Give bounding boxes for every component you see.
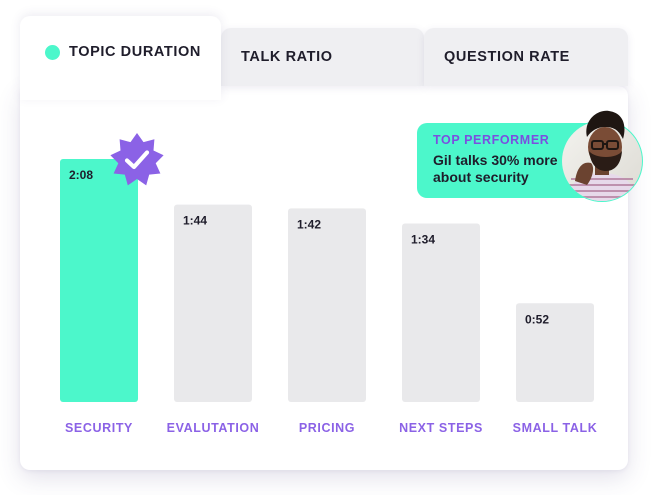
callout-heading: TOP PERFORMER xyxy=(433,133,550,147)
tab-topic-duration[interactable]: TOPIC DURATION xyxy=(20,16,221,100)
callout-text: Gil talks 30% more about security xyxy=(433,152,558,185)
performer-avatar xyxy=(561,110,643,202)
tab-talk-ratio-label: TALK RATIO xyxy=(241,49,333,65)
tab-topic-duration-label: TOPIC DURATION xyxy=(69,44,201,60)
verified-badge-icon xyxy=(110,133,164,186)
tab-talk-ratio[interactable]: TALK RATIO xyxy=(221,28,424,86)
tab-question-rate-label: QUESTION RATE xyxy=(444,49,570,65)
active-dot-icon xyxy=(45,45,60,60)
tab-question-rate[interactable]: QUESTION RATE xyxy=(424,28,628,86)
